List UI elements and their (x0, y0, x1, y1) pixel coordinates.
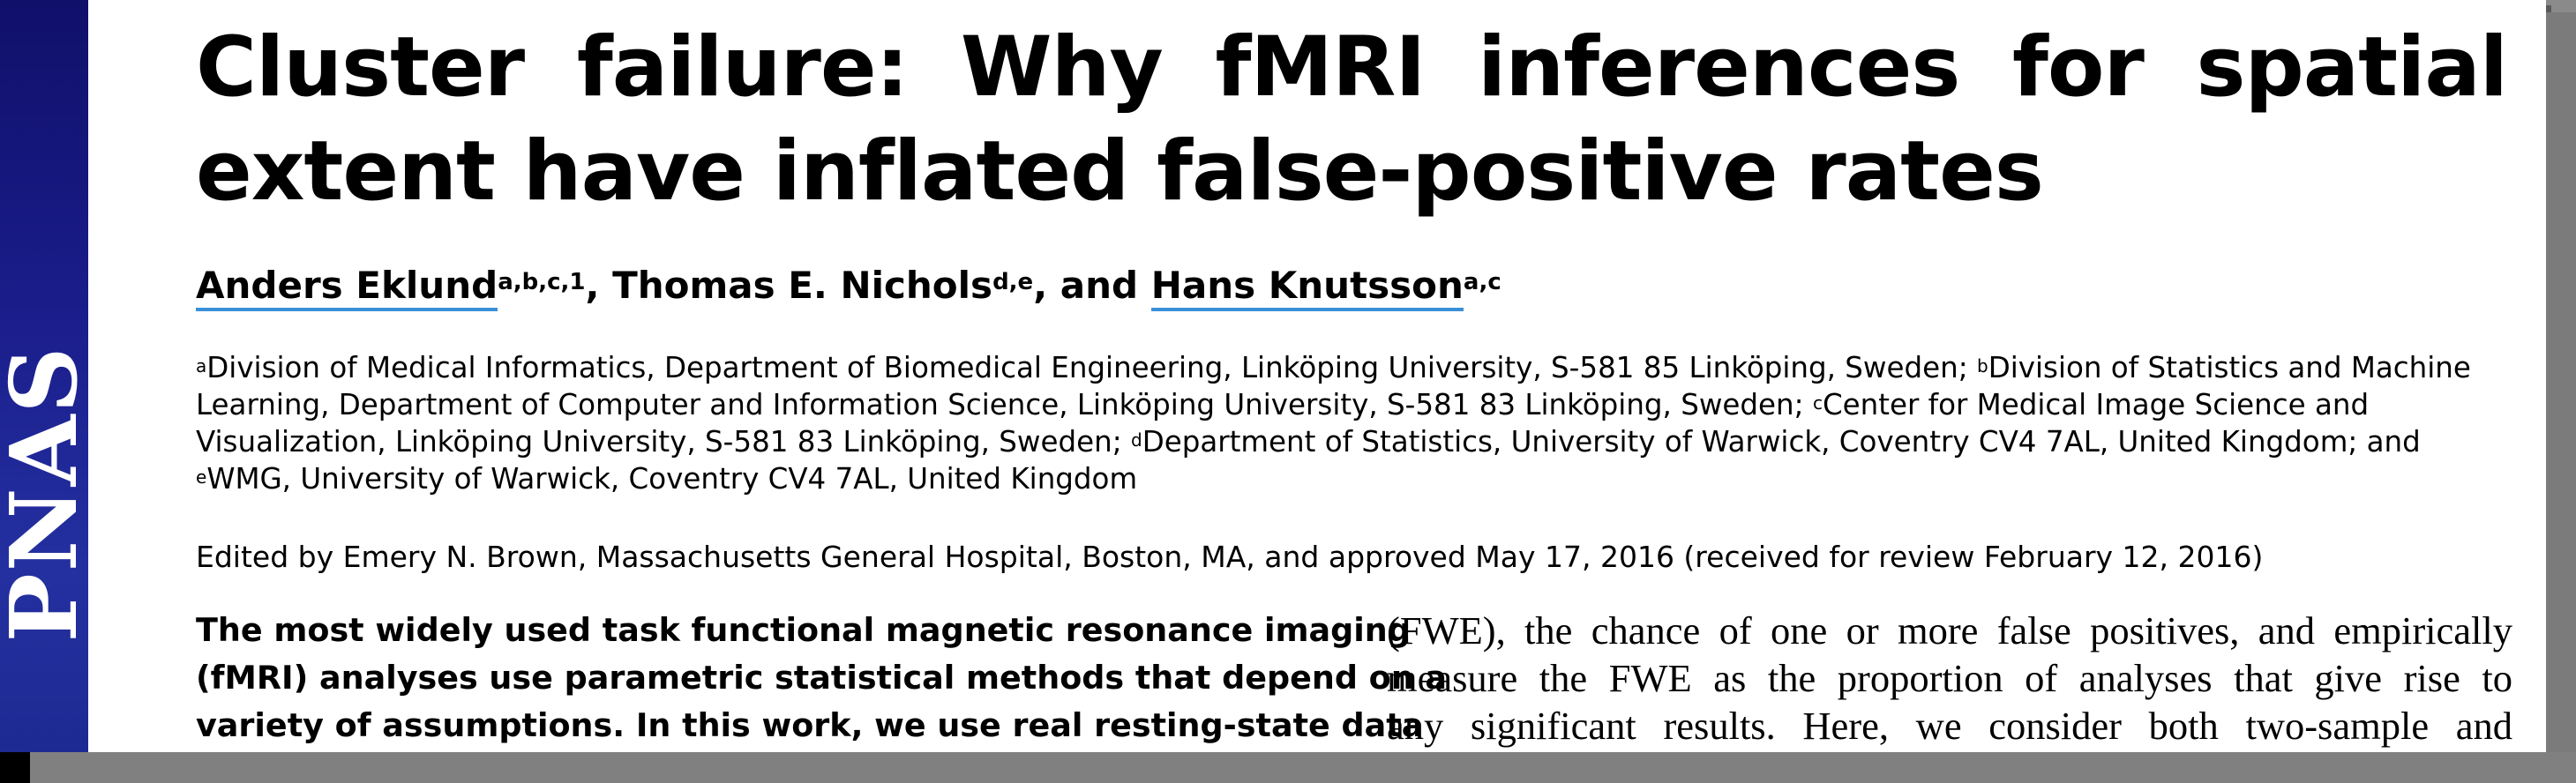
affiliation-text: Department of Statistics, University of … (1142, 425, 2421, 459)
author-affiliation-marks: a,b,c,1 (498, 269, 586, 295)
article-page: PNAS Cluster failure: Why fMRI inference… (0, 0, 2546, 752)
body-line: (FWE), the chance of one or more false p… (1387, 608, 2512, 652)
affiliation-mark: d (1131, 429, 1142, 451)
abstract-line: The most widely used task functional mag… (196, 611, 1411, 649)
edited-by-line: Edited by Emery N. Brown, Massachusetts … (196, 540, 2264, 574)
body-line: any significant results. Here, we consid… (1387, 704, 2512, 748)
abstract-line: variety of assumptions. In this work, we… (196, 706, 1424, 744)
page-corner (0, 752, 30, 783)
author-list: Anders Eklunda,b,c,1, Thomas E. Nicholsd… (196, 261, 1501, 311)
page-shadow-bottom (30, 752, 2576, 783)
author-separator: , (585, 264, 613, 307)
affiliation-mark: c (1812, 392, 1823, 414)
author-name-nichols: Thomas E. Nichols (612, 264, 993, 307)
affiliation-mark: a (196, 355, 207, 377)
affiliation-mark: b (1977, 355, 1988, 377)
affiliation-text: WMG, University of Warwick, Coventry CV4… (206, 462, 1138, 496)
author-link-eklund[interactable]: Anders Eklund (196, 264, 498, 311)
body-line: measure the FWE as the proportion of ana… (1387, 656, 2512, 700)
article-title: Cluster failure: Why fMRI inferences for… (196, 19, 2508, 220)
affiliations: aDivision of Medical Informatics, Depart… (196, 349, 2507, 497)
affiliation-mark: e (196, 466, 207, 488)
pnas-logo: PNAS (0, 345, 88, 643)
abstract-line: (fMRI) analyses use parametric statistic… (196, 659, 1448, 697)
affiliation-text: Division of Medical Informatics, Departm… (206, 351, 1977, 384)
author-link-knutsson[interactable]: Hans Knutsson (1150, 264, 1464, 311)
affiliation-text: Division of Statistics and Machine Learn… (196, 351, 2471, 421)
author-affiliation-marks: d,e (992, 269, 1034, 295)
abstract-significance: The most widely used task functional mag… (196, 607, 1448, 749)
journal-sidebar: PNAS (0, 0, 88, 752)
author-affiliation-marks: a,c (1463, 269, 1501, 295)
body-column: (FWE), the chance of one or more false p… (1387, 607, 2512, 749)
author-separator: , and (1033, 264, 1151, 307)
affiliation-text: Center for Medical Image Science and Vis… (196, 388, 2370, 459)
page-shadow-right (2546, 12, 2576, 752)
